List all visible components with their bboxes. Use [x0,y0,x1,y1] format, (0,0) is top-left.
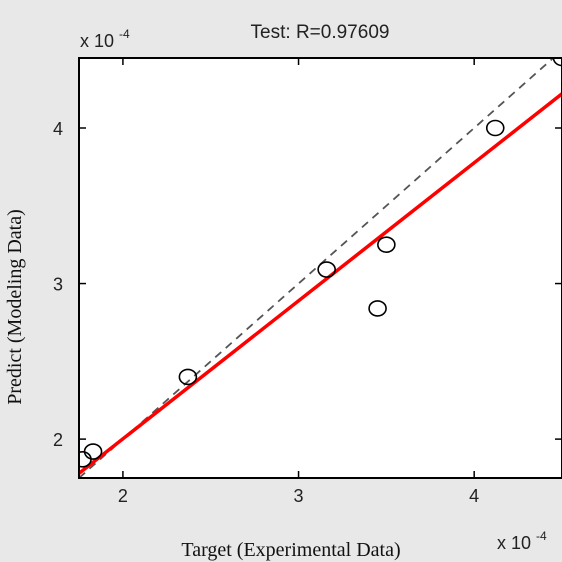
y-multiplier-label: x 10 -4 [80,27,130,51]
y-multiplier-exponent: -4 [119,27,130,41]
x-tick-label: 2 [118,486,128,506]
plot-frame [78,57,562,479]
x-multiplier-label: x 10 -4 [497,529,547,553]
x-axis-title: Target (Experimental Data) [181,539,400,561]
x-multiplier-exponent: -4 [536,529,547,543]
chart-title: Test: R=0.97609 [251,22,390,43]
chart-marks [79,58,562,478]
data-point [83,443,103,460]
x-tick-label: 4 [469,486,479,506]
x-tick-label: 3 [294,486,304,506]
y-tick-label: 3 [53,275,63,295]
data-point [485,119,505,137]
y-axis-title: Predict (Modeling Data) [4,209,26,405]
data-point [377,236,396,253]
fit-regression-line [79,92,562,475]
y-tick-label: 4 [53,119,63,139]
data-point [178,368,198,386]
data-point [368,300,387,317]
x-multiplier-base: x 10 [497,533,531,553]
y-multiplier-base: x 10 [80,31,114,51]
y-tick-label: 2 [53,430,63,450]
data-point [317,261,336,278]
axis-ticks: 2 3 4 2 3 4 [53,58,562,506]
